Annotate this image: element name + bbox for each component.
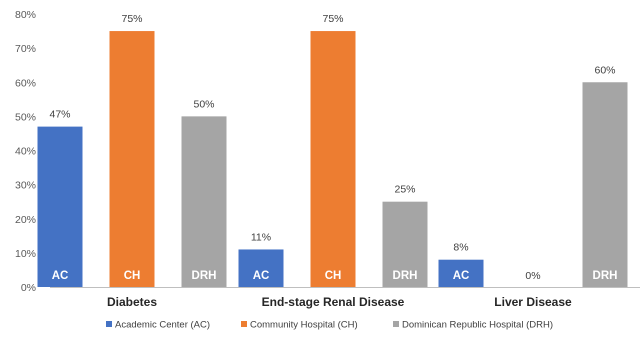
bar xyxy=(37,126,83,287)
bar xyxy=(382,201,428,287)
data-label: 47% xyxy=(49,109,70,121)
data-label: 0% xyxy=(525,270,540,282)
y-tick-label: 60% xyxy=(15,77,36,89)
bar-series-label: DRH xyxy=(393,270,418,282)
legend-swatch xyxy=(106,321,112,327)
y-tick-label: 50% xyxy=(15,111,36,123)
bar xyxy=(181,116,227,287)
y-tick-label: 10% xyxy=(15,248,36,260)
bar-series-label: AC xyxy=(52,270,69,282)
legend-swatch xyxy=(241,321,247,327)
y-tick-label: 30% xyxy=(15,180,36,192)
bar-series-label: AC xyxy=(453,270,470,282)
y-tick-label: 80% xyxy=(15,9,36,21)
data-label: 8% xyxy=(453,242,468,254)
data-label: 75% xyxy=(322,13,343,25)
bar xyxy=(438,259,484,287)
category-label: End-stage Renal Disease xyxy=(262,295,405,309)
legend-label: Community Hospital (CH) xyxy=(250,320,358,331)
data-label: 11% xyxy=(251,231,271,243)
data-label: 25% xyxy=(394,184,415,196)
data-label: 60% xyxy=(594,64,615,76)
bar-series-label: CH xyxy=(124,270,141,282)
y-tick-label: 40% xyxy=(15,146,36,158)
legend-label: Dominican Republic Hospital (DRH) xyxy=(402,320,553,331)
bar-series-label: DRH xyxy=(593,270,618,282)
bar xyxy=(238,249,284,287)
data-label: 50% xyxy=(193,98,214,110)
bar xyxy=(109,31,155,287)
category-label: Diabetes xyxy=(107,295,157,309)
y-tick-label: 0% xyxy=(21,282,36,294)
data-label: 75% xyxy=(121,13,142,25)
bar xyxy=(582,82,628,287)
category-label: Liver Disease xyxy=(494,295,572,309)
legend-label: Academic Center (AC) xyxy=(115,320,210,331)
bar-series-label: AC xyxy=(253,270,270,282)
bar-series-label: DRH xyxy=(192,270,217,282)
bar xyxy=(310,31,356,287)
y-tick-label: 70% xyxy=(15,43,36,55)
legend-swatch xyxy=(393,321,399,327)
y-tick-label: 20% xyxy=(15,214,36,226)
bar-series-label: CH xyxy=(325,270,342,282)
